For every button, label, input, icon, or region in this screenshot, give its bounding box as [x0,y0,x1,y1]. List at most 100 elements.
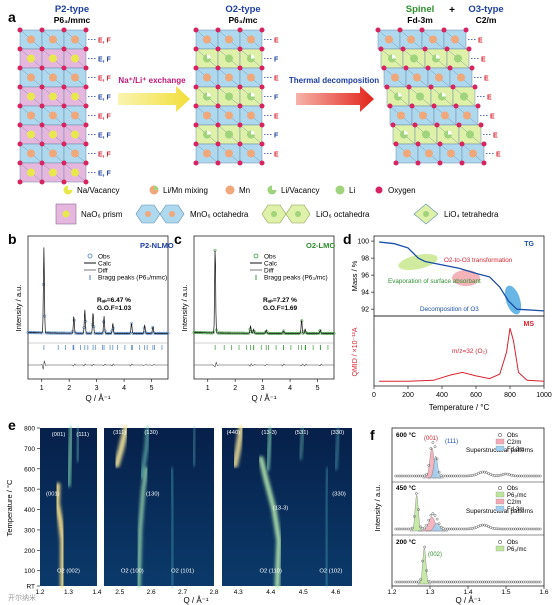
heat-band [192,426,197,467]
oxygen-atom [61,160,67,166]
li-vacancy-half-icon [272,185,277,190]
oxygen-atom [215,46,221,52]
oxygen-atom [83,122,89,128]
xtick-label: 4.6 [331,589,340,596]
panel-b-xlabel: Q / Å⁻¹ [85,394,110,403]
panel-a-letter: a [8,9,16,25]
panel-b-legend-bragg: Bragg peaks (P6₃/mmc) [98,275,167,282]
oxygen-atom [215,27,221,33]
oxygen-atom [259,27,265,33]
xtick-label: 4.4 [266,589,275,596]
oxygen-atom [193,141,199,147]
xtick-label: 400 [436,392,448,399]
xtick-label: 1.4 [92,589,101,596]
phase-label: O2 (101) [171,569,194,575]
li-atom [454,54,462,63]
layer-tag: E, F [98,76,112,83]
o2-name: O2-type [225,4,260,15]
oxygen-atom [259,46,265,52]
mn-atom [457,73,465,82]
xtick-label: 0 [372,392,376,399]
na-atom [49,168,57,177]
panel-c-frame [193,235,335,380]
legend-swatch [495,438,505,445]
heat-band [54,482,66,589]
panel-f-ylabel: Intensity / a.u. [373,485,382,532]
ytick-label: 300 [24,527,35,534]
layer-tag: E, F [98,38,112,45]
layer-tag: E, F [98,171,112,178]
legend-obs-marker [498,433,502,437]
oxygen-atom [415,160,421,166]
xtick-label: 3 [261,385,265,392]
lio6-octa-li-2 [295,211,301,217]
oxygen-atom [437,160,443,166]
decomposition-arrow [296,86,374,112]
vacancy-half [398,92,402,97]
xtick-label: 4.3 [234,589,243,596]
ytick-label: 700 [24,446,35,453]
panel-d-letter: d [343,231,352,247]
phase-label: (13-3) [261,430,277,436]
mn-atom [247,35,255,44]
oxygen-icon [375,186,383,194]
layer-tag: E [496,152,501,159]
xtick-label: 2 [67,385,71,392]
mn-atom [413,73,421,82]
layer-tag: E, F [98,133,112,140]
decomp-highlight [504,285,522,315]
panel-e-ticks: 800 700 600 500 400 300 200 100 RT1.2 1.3 1.4 2.5 2.… [24,426,341,597]
panel-d-ticks: 100 98 96 94 92 0 200 400 600 800 1000 [357,239,552,399]
mn-atom [225,73,233,82]
panel-b-legend-diff: Diff [98,268,108,275]
oxygen-atom [39,122,45,128]
mn-atom [225,35,233,44]
layer-tag: E [274,152,279,159]
oxygen-atom [61,46,67,52]
legend-text: Obs [507,486,518,492]
oxygen-atom [393,141,399,147]
panel-c-legend-bragg: Bragg peaks (P6₃/mc) [264,275,328,282]
panel-b-letter: b [8,231,17,247]
panel-c-gof: G.O.F=1.69 [263,305,298,312]
ytick-label: 400 [24,507,35,514]
oxygen-atom [83,46,89,52]
oxygen-atom [39,179,45,185]
ytick-label: 800 [24,426,35,433]
oxygen-atom [237,46,243,52]
legend-text: P6₃/mc [507,493,526,499]
oxygen-atom [387,103,393,109]
o3-name: O3-type [468,4,503,15]
vacancy-half [392,54,396,59]
oxygen-atom [17,84,23,90]
layer-tag: E, F [98,57,112,64]
xtick-label: 1 [40,385,44,392]
obs-points [394,441,542,478]
obs-points [394,492,542,531]
xtick-label: 1000 [536,392,552,399]
oxygen-atom [193,84,199,90]
panel-b-obs-marker [87,253,93,259]
exchange-label: Na⁺/Li⁺ exchange [118,76,186,85]
panel-c-legend-diff: Diff [264,268,274,275]
f-600-peak-111: (111) [445,439,458,445]
calc-pattern [28,247,168,334]
oxygen-atom [215,84,221,90]
oxygen-atom [259,103,265,109]
panel-c-legend-obs: Obs [264,254,277,261]
oxygen-atom [406,84,412,90]
layer-tag: E [274,76,279,83]
panel-f-xlabel: Q / Å⁻¹ [455,596,480,605]
ytick-label: RT [26,584,35,591]
panel-c-rwp: Rᵤₚ=7.27 % [263,297,297,304]
tg-label: TG [524,241,534,248]
oxygen-atom [481,141,487,147]
layer-tag: E [493,133,498,140]
panel-b-rwp: Rᵤₚ=6.47 % [97,297,131,304]
f-450-note: Superstructural patterns [466,508,533,515]
mn-atom [419,111,427,120]
oxygen-atom [453,103,459,109]
legend-oxygen: Oxygen [388,186,416,195]
ytick-label: 98 [361,256,369,263]
